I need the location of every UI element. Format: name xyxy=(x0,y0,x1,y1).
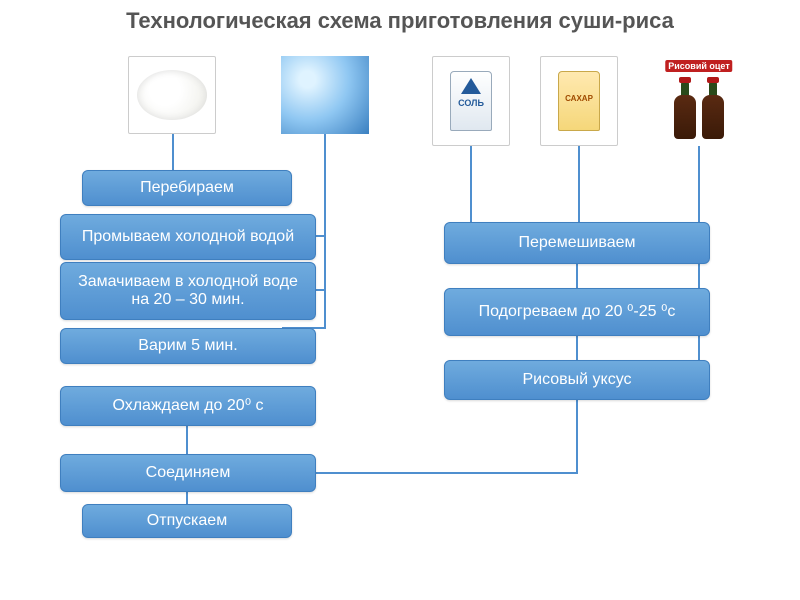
sugar-icon xyxy=(558,71,600,131)
connector xyxy=(576,400,578,472)
ingredient-sugar xyxy=(540,56,618,146)
diagram-canvas: Рисовий оцет Перебираем Промываем холодно… xyxy=(0,0,800,600)
step-cool: Охлаждаем до 20⁰ с xyxy=(60,386,316,426)
step-heat: Подогреваем до 20 ⁰-25 ⁰с xyxy=(444,288,710,336)
step-soak: Замачиваем в холодной воде на 20 – 30 ми… xyxy=(60,262,316,320)
step-serve: Отпускаем xyxy=(82,504,292,538)
step-vinstep: Рисовый уксус xyxy=(444,360,710,400)
connector xyxy=(324,134,326,328)
ingredient-rice xyxy=(128,56,216,134)
connector xyxy=(316,289,326,291)
step-sort: Перебираем xyxy=(82,170,292,206)
connector xyxy=(316,235,326,237)
step-combine: Соединяем xyxy=(60,454,316,492)
connector xyxy=(186,492,188,504)
vinegar-brand-label: Рисовий оцет xyxy=(665,60,732,72)
rice-icon xyxy=(137,70,207,120)
connector xyxy=(316,472,578,474)
salt-icon xyxy=(450,71,492,131)
connector xyxy=(576,336,578,362)
ingredient-water xyxy=(272,56,378,134)
connector xyxy=(576,264,578,290)
water-icon xyxy=(281,56,369,134)
connector xyxy=(186,426,188,454)
ingredient-vinegar: Рисовий оцет xyxy=(646,56,752,146)
ingredient-salt xyxy=(432,56,510,146)
connector xyxy=(578,146,580,224)
vinegar-icon xyxy=(674,81,724,139)
step-rinse: Промываем холодной водой xyxy=(60,214,316,260)
step-boil: Варим 5 мин. xyxy=(60,328,316,364)
connector xyxy=(172,134,174,170)
connector xyxy=(470,146,472,224)
step-mix: Перемешиваем xyxy=(444,222,710,264)
